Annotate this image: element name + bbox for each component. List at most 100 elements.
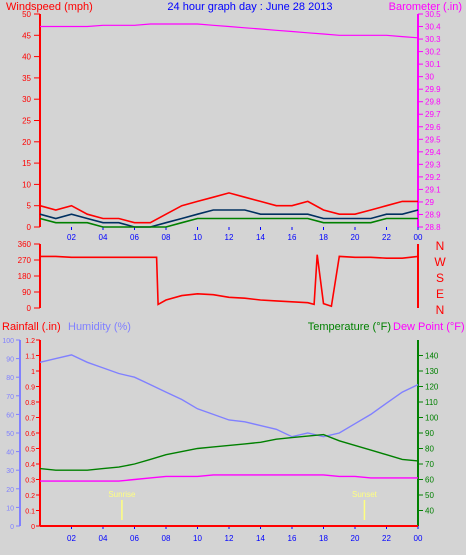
chart-title: 24 hour graph day : June 28 2013 <box>167 1 332 13</box>
wind-x-tick-label: 12 <box>225 233 234 242</box>
compass-label: W <box>434 255 446 269</box>
temperature-tick-label: 70 <box>425 460 434 469</box>
temperature-tick-label: 140 <box>425 352 439 361</box>
baro-tick-label: 29.9 <box>425 85 441 94</box>
temperature-tick-label: 80 <box>425 445 434 454</box>
baro-tick-label: 30.2 <box>425 48 441 57</box>
wind-x-tick-label: 18 <box>319 233 328 242</box>
humidity-axis-title: Humidity (%) <box>68 321 131 333</box>
climate-series <box>39 354 419 527</box>
baro-tick-label: 30.3 <box>425 35 441 44</box>
wind-x-tick-label: 22 <box>382 233 391 242</box>
humidity-ticks: 0 10 20 30 40 50 60 70 80 90 100 <box>2 338 20 531</box>
direction-tick-label: 270 <box>18 256 32 265</box>
temperature-tick-label: 50 <box>425 491 434 500</box>
temperature-tick-label: 60 <box>425 476 434 485</box>
temperature-ticks: 40 50 60 70 80 90 100 110 120 130 140 <box>418 352 439 516</box>
baro-tick-label: 30 <box>425 73 434 82</box>
climate-x-tick-label: 10 <box>193 534 202 543</box>
wind-tick-label: 15 <box>22 159 31 168</box>
climate-x-tick-label: 08 <box>162 534 171 543</box>
baro-tick-label: 29.7 <box>425 110 441 119</box>
rain-tick-label: 1 <box>31 369 35 376</box>
avg-line <box>39 217 418 228</box>
compass-label: S <box>436 271 444 285</box>
temperature-line <box>39 433 419 471</box>
wind-x-ticks: 02 04 06 08 10 12 14 16 18 20 22 00 <box>67 227 423 242</box>
wind-x-tick-label: 04 <box>99 233 108 242</box>
climate-x-tick-label: 00 <box>414 534 423 543</box>
climate-x-tick-label: 06 <box>130 534 139 543</box>
wind-x-tick-label: 06 <box>130 233 139 242</box>
rainfall-axis-title: Rainfall (.in) <box>2 321 61 333</box>
rain-tick-label: 0.5 <box>25 447 35 454</box>
humidity-tick-label: 40 <box>6 450 14 457</box>
temperature-tick-label: 100 <box>425 414 439 423</box>
temperature-tick-label: 40 <box>425 507 434 516</box>
dewpoint-axis-title: Dew Point (°F) <box>393 321 465 333</box>
rain-tick-label: 0.3 <box>25 478 35 485</box>
wind-x-tick-label: 20 <box>351 233 360 242</box>
wind-x-tick-label: 08 <box>162 233 171 242</box>
windspeed-axis-title: Windspeed (mph) <box>6 1 93 13</box>
dewpoint-line <box>40 474 418 482</box>
humidity-tick-label: 90 <box>6 357 14 364</box>
wind-tick-label: 30 <box>22 95 31 104</box>
sun-label: Sunrise <box>108 490 136 499</box>
humidity-tick-label: 80 <box>6 375 14 382</box>
wind-tick-label: 35 <box>22 74 31 83</box>
baro-tick-label: 29.4 <box>425 148 441 157</box>
wind-x-tick-label: 02 <box>67 233 76 242</box>
wind-tick-label: 45 <box>22 31 31 40</box>
direction-tick-label: 360 <box>18 240 32 249</box>
wind-x-tick-label: 16 <box>288 233 297 242</box>
wind-line <box>39 209 419 228</box>
sun-annotations: Sunrise Sunset <box>108 490 378 520</box>
baro-tick-label: 28.9 <box>425 210 441 219</box>
climate-x-ticks: 02 04 06 08 10 12 14 16 18 20 22 00 <box>67 526 423 543</box>
climate-x-tick-label: 18 <box>319 534 328 543</box>
rain-tick-label: 0.2 <box>25 493 35 500</box>
climate-x-tick-label: 22 <box>382 534 391 543</box>
baro-tick-label: 29.5 <box>425 135 441 144</box>
rain-tick-label: 0.7 <box>25 416 35 423</box>
wind-left-ticks: 0 5 10 15 20 25 30 35 40 45 50 <box>22 10 40 232</box>
wind-x-tick-label: 00 <box>414 233 423 242</box>
wind-series <box>39 23 419 228</box>
humidity-tick-label: 100 <box>2 338 14 345</box>
humidity-line <box>39 354 419 438</box>
humidity-tick-label: 30 <box>6 468 14 475</box>
climate-x-tick-label: 14 <box>256 534 265 543</box>
baro-tick-label: 29.2 <box>425 173 441 182</box>
baro-tick-label: 30.1 <box>425 60 441 69</box>
rain-tick-label: 0.1 <box>25 509 35 516</box>
rain-ticks: 0 0.1 0.2 0.3 0.4 0.5 0.6 0.7 0.8 0.9 1 1.1 1.2 <box>25 338 40 531</box>
climate-x-tick-label: 02 <box>67 534 76 543</box>
barometer-line <box>40 23 419 39</box>
direction-series <box>40 254 419 308</box>
compass-label: N <box>436 303 445 317</box>
temperature-tick-label: 110 <box>425 398 438 407</box>
baro-tick-label: 29.6 <box>425 123 441 132</box>
humidity-tick-label: 10 <box>6 505 14 512</box>
wind-tick-label: 0 <box>27 223 32 232</box>
baro-tick-label: 29.8 <box>425 98 441 107</box>
humidity-tick-label: 50 <box>6 431 14 438</box>
temperature-tick-label: 120 <box>425 383 439 392</box>
direction-line <box>40 254 419 308</box>
rain-tick-label: 0 <box>31 524 35 531</box>
baro-tick-label: 29 <box>425 198 434 207</box>
climate-x-tick-label: 16 <box>288 534 297 543</box>
direction-tick-label: 180 <box>18 272 32 281</box>
humidity-tick-label: 0 <box>10 524 14 531</box>
wind-tick-label: 25 <box>22 117 31 126</box>
gust-line <box>39 192 418 224</box>
wind-tick-label: 5 <box>27 202 32 211</box>
wind-tick-label: 40 <box>22 53 31 62</box>
sun-label: Sunset <box>352 490 378 499</box>
wind-x-tick-label: 14 <box>256 233 265 242</box>
